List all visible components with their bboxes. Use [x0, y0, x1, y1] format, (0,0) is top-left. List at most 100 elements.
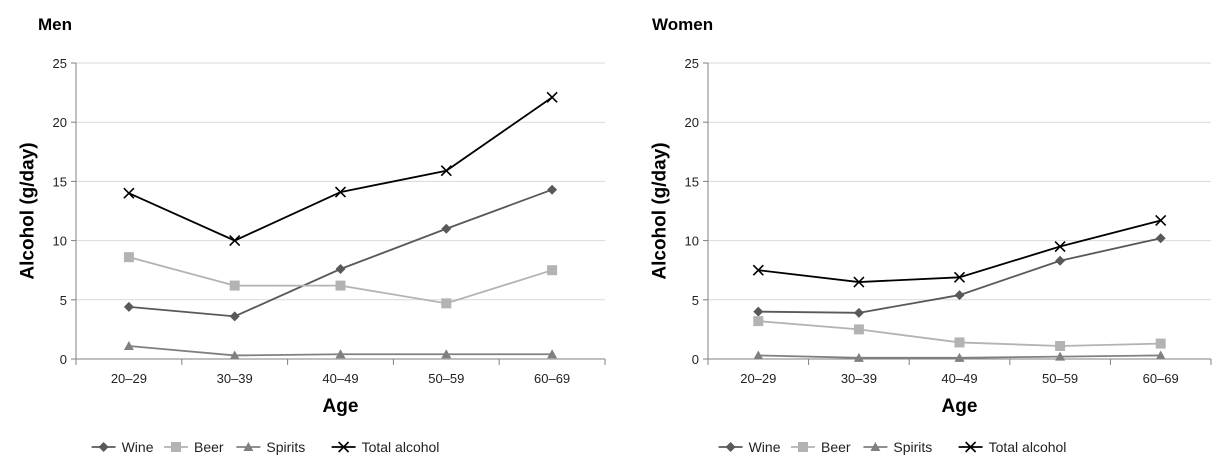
- y-tick-label: 15: [53, 174, 67, 189]
- legend-marker: [98, 442, 109, 452]
- beer-point: [441, 298, 452, 309]
- wine-point: [441, 223, 452, 234]
- wine-point: [123, 301, 134, 312]
- legend-label: Beer: [194, 439, 224, 455]
- y-axis-title: Alcohol (g/day): [650, 142, 671, 279]
- spirits-point: [441, 349, 452, 359]
- spirits-point: [954, 352, 965, 362]
- beer-point: [753, 316, 764, 327]
- series-total-alcohol: [752, 214, 1167, 288]
- x-axis-title: Age: [323, 396, 359, 417]
- y-tick-label: 25: [685, 56, 699, 71]
- y-tick-label: 0: [692, 352, 699, 367]
- chart-title: Men: [38, 15, 72, 34]
- series-beer: [753, 316, 1166, 351]
- wine-line: [128, 188, 553, 318]
- women-chart-panel: Women 0 5 10 15 20 25 20–29 30–39 40–49 50–59 60–69…: [650, 15, 1212, 455]
- x-tick-label: 50–59: [1042, 371, 1078, 386]
- y-tick-label: 10: [53, 234, 67, 249]
- beer-point: [1055, 340, 1066, 351]
- legend-label: Wine: [749, 439, 781, 455]
- total-alcohol-point: [1054, 240, 1066, 253]
- legend-marker: [870, 442, 881, 451]
- wine-point: [1155, 233, 1166, 244]
- wine-point: [547, 184, 558, 195]
- y-tick-label: 0: [60, 352, 67, 367]
- spirits-point: [229, 350, 240, 360]
- legend-label: Beer: [821, 439, 851, 455]
- legend-marker: [338, 441, 350, 453]
- legend-item-total-alcohol: Total alcohol: [331, 439, 440, 455]
- total-alcohol-point: [546, 91, 558, 103]
- spirits-point: [335, 349, 346, 359]
- x-tick-label: 40–49: [941, 371, 977, 386]
- legend-label: Total alcohol: [362, 439, 440, 455]
- legend-item-beer: Beer: [164, 439, 224, 455]
- spirits-point: [123, 340, 134, 350]
- series-total-alcohol: [123, 91, 558, 247]
- x-tick-label: 60–69: [1143, 371, 1179, 386]
- legend: Wine Beer Spirits Total alcohol: [91, 439, 440, 455]
- legend-label: Total alcohol: [989, 439, 1067, 455]
- wine-point: [335, 264, 346, 275]
- x-tick-label: 40–49: [322, 371, 358, 386]
- legend-item-wine: Wine: [91, 439, 154, 455]
- y-tick-label: 5: [60, 293, 67, 308]
- y-tick-label: 10: [685, 234, 699, 249]
- x-tick-label: 60–69: [534, 371, 570, 386]
- x-tick-label: 50–59: [428, 371, 464, 386]
- total-alcohol-point: [853, 276, 865, 288]
- x-tick-label: 20–29: [111, 371, 147, 386]
- y-tick-label: 25: [53, 56, 67, 71]
- total-alcohol-point: [440, 165, 452, 177]
- beer-point: [123, 252, 134, 263]
- men-chart-panel: Men 0 5 10 15 20 25 20–29 30–39 40–49 50–59 60–69 Ag…: [18, 15, 606, 455]
- legend-item-beer: Beer: [791, 439, 851, 455]
- total-alcohol-point: [229, 235, 241, 247]
- total-alcohol-line: [128, 96, 553, 242]
- series-wine: [753, 233, 1166, 318]
- wine-point: [1055, 255, 1066, 266]
- legend-item-spirits: Spirits: [863, 439, 932, 455]
- total-alcohol-point: [752, 264, 764, 276]
- total-alcohol-point: [123, 187, 135, 199]
- beer-point: [229, 280, 240, 291]
- total-alcohol-point: [1155, 214, 1167, 227]
- legend: Wine Beer Spirits Total alcohol: [718, 439, 1067, 455]
- beer-point: [1155, 338, 1166, 349]
- x-tick-label: 20–29: [740, 371, 776, 386]
- legend-marker: [725, 442, 736, 452]
- legend-label: Spirits: [893, 439, 932, 455]
- x-tick-label: 30–39: [841, 371, 877, 386]
- spirits-point: [1155, 350, 1166, 360]
- x-axis-title: Age: [942, 396, 978, 417]
- y-tick-label: 20: [685, 115, 699, 130]
- legend-marker: [965, 441, 977, 453]
- total-alcohol-point: [953, 271, 966, 283]
- wine-point: [753, 306, 764, 317]
- wine-point: [229, 311, 240, 322]
- legend-label: Wine: [122, 439, 154, 455]
- wine-point: [853, 307, 864, 318]
- spirits-point: [853, 352, 864, 362]
- y-tick-label: 5: [692, 293, 699, 308]
- legend-marker: [171, 442, 181, 452]
- series-wine: [123, 184, 558, 322]
- legend-item-spirits: Spirits: [236, 439, 305, 455]
- chart-title: Women: [652, 15, 713, 34]
- legend-label: Spirits: [266, 439, 305, 455]
- series-spirits: [123, 340, 558, 360]
- series-beer: [123, 252, 558, 309]
- legend-item-wine: Wine: [718, 439, 781, 455]
- x-tick-label: 30–39: [217, 371, 253, 386]
- legend-item-total-alcohol: Total alcohol: [958, 439, 1067, 455]
- beer-point: [335, 280, 346, 291]
- total-alcohol-point: [334, 186, 347, 198]
- y-tick-label: 20: [53, 115, 67, 130]
- spirits-point: [753, 350, 764, 360]
- series-spirits: [753, 350, 1166, 362]
- legend-marker: [243, 442, 254, 451]
- y-tick-label: 15: [685, 174, 699, 189]
- beer-point: [954, 337, 965, 348]
